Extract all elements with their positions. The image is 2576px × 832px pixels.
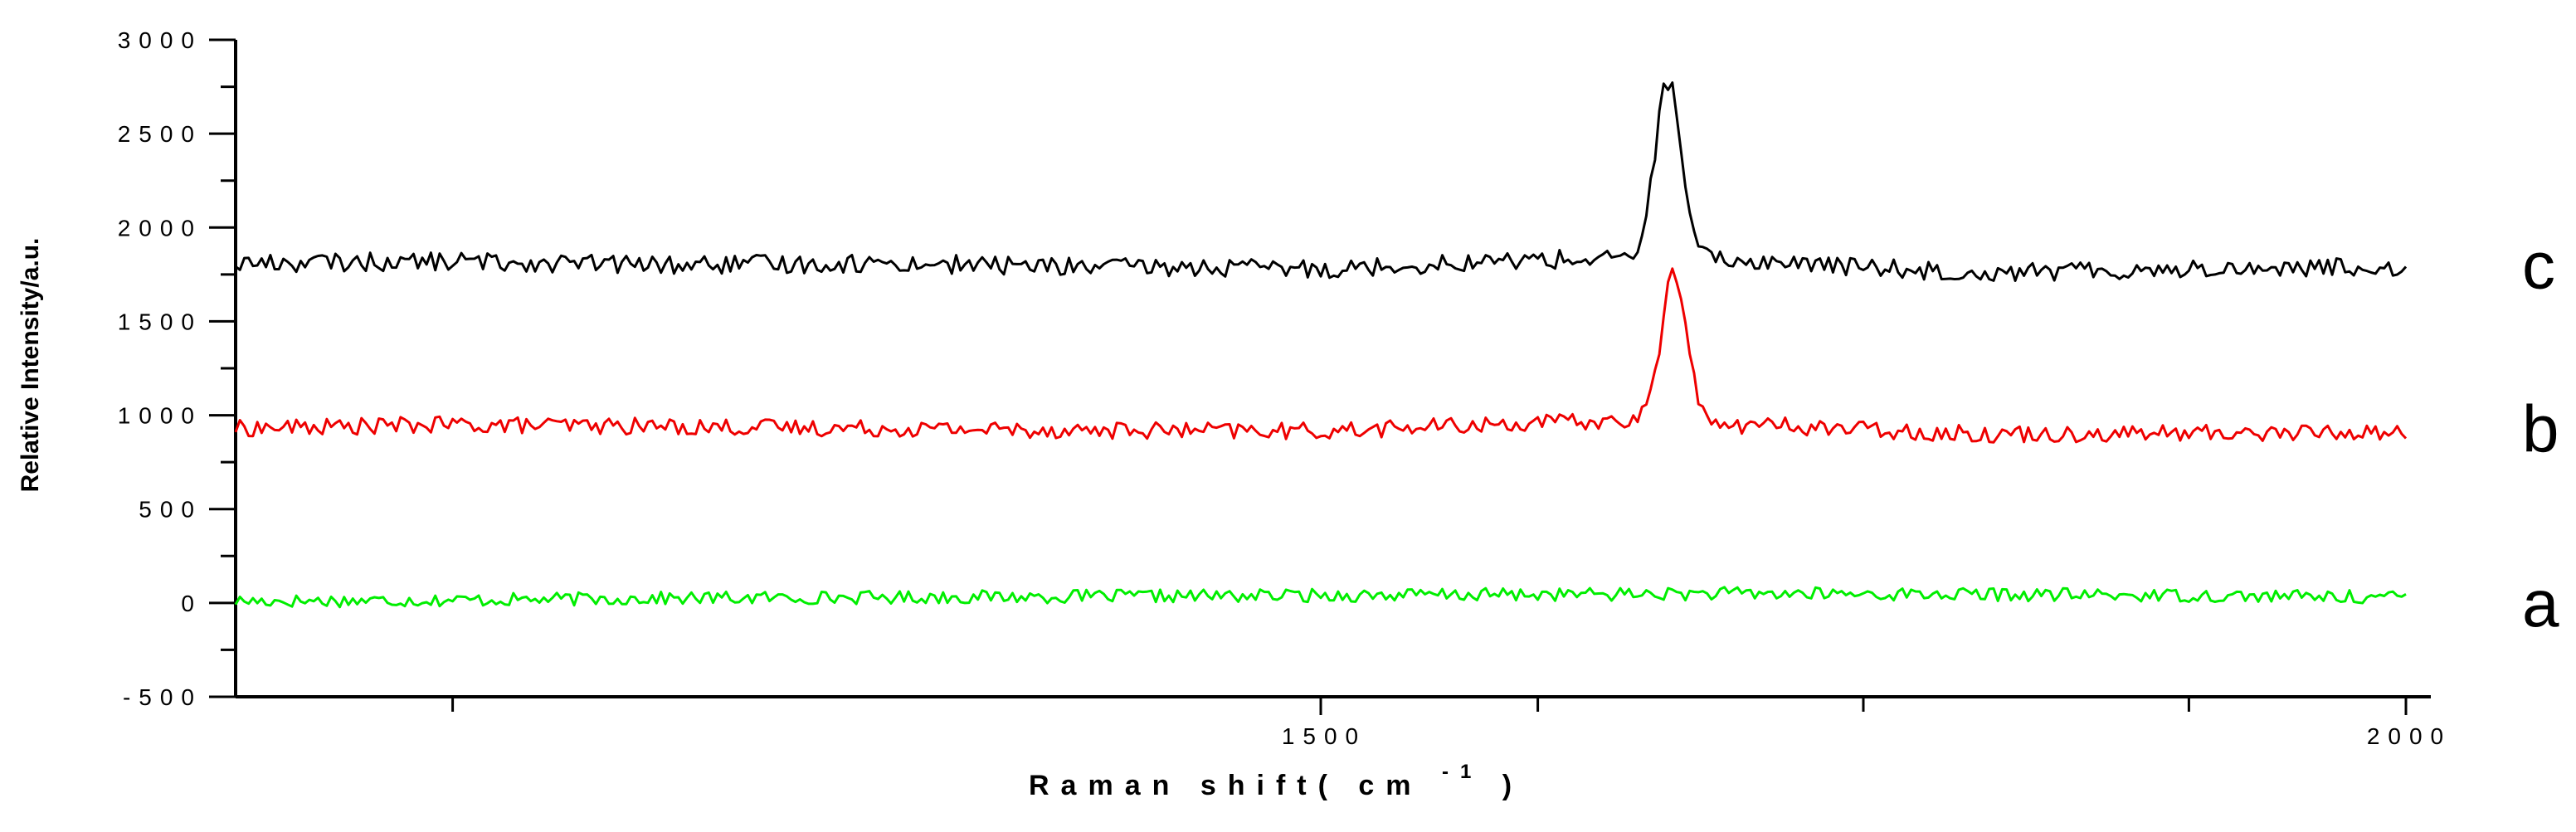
y-axis-ticks: -500 0 500 1000 1500 2000 2500 3000 [118, 27, 236, 710]
x-axis-ticks: 1500 2000 [451, 697, 2452, 749]
series-tags: a b c [2522, 229, 2559, 640]
series-line-c [235, 81, 2408, 282]
y-tick-label-1500: 1500 [118, 309, 202, 334]
x-axis-title: Raman shift( cm -1 ) [1029, 753, 1523, 801]
x-axis-title-superscript: -1 [1442, 761, 1483, 783]
x-tick-label-1500: 1500 [1282, 723, 1366, 749]
y-tick-label-500: 500 [139, 497, 202, 523]
y-axis-title: Relative Intensity/a.u. [17, 238, 44, 493]
y-tick-label-0: 0 [181, 591, 202, 616]
y-tick-label-2000: 2000 [118, 215, 202, 241]
x-tick-label-2000: 2000 [2367, 723, 2452, 749]
plot-axes [234, 40, 2431, 698]
series-line-b [234, 267, 2408, 444]
y-tick-label-1000: 1000 [118, 403, 202, 429]
y-tick-label--500: -500 [123, 684, 202, 710]
series-tag-c: c [2522, 229, 2555, 303]
x-axis-title-suffix: ) [1502, 770, 1523, 801]
y-tick-label-3000: 3000 [118, 27, 202, 53]
y-tick-label-2500: 2500 [118, 121, 202, 147]
series-line-a [234, 586, 2407, 609]
series-tag-a: a [2522, 567, 2559, 640]
series-lines [234, 81, 2408, 609]
series-tag-b: b [2522, 392, 2559, 465]
